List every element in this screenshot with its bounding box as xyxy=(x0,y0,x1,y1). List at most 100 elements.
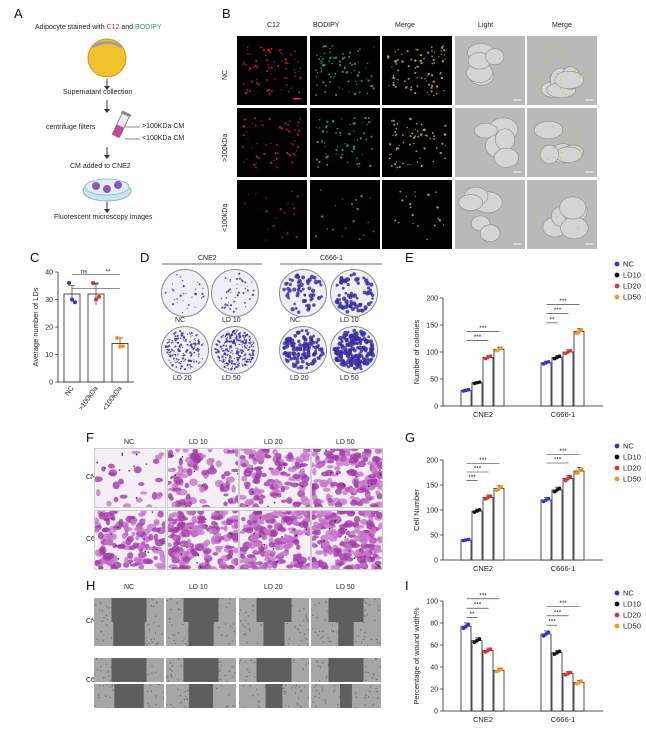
data-point xyxy=(477,508,482,512)
cell-texture xyxy=(179,702,181,704)
lipid-dot xyxy=(293,68,296,71)
stained-cell xyxy=(173,535,178,541)
colony xyxy=(169,356,171,358)
colony xyxy=(362,276,366,280)
stained-cell xyxy=(178,514,186,522)
lipid-dot xyxy=(408,143,411,146)
lipid-dot xyxy=(332,57,335,60)
cell-texture xyxy=(243,598,246,601)
stained-cell xyxy=(197,511,205,516)
stained-cell xyxy=(298,521,308,528)
lipid-dot xyxy=(442,45,444,47)
lipid-dot xyxy=(395,149,398,151)
stained-cell xyxy=(372,553,378,558)
colony xyxy=(171,283,174,285)
colony xyxy=(355,296,359,300)
stained-cell xyxy=(171,512,180,518)
colony xyxy=(244,287,247,290)
lipid-dot xyxy=(406,126,408,129)
lipid-dot xyxy=(250,80,254,83)
lipid-dot xyxy=(259,46,262,49)
stained-cell xyxy=(104,552,114,560)
panel-label-e: E xyxy=(405,250,414,265)
pore xyxy=(170,477,173,479)
colony xyxy=(361,330,366,335)
stained-cell xyxy=(320,520,329,526)
lipid-dot xyxy=(286,152,289,155)
colony xyxy=(198,362,200,365)
colony xyxy=(234,362,237,366)
micro-nc-merge-light xyxy=(527,36,597,105)
cell-texture xyxy=(161,633,163,635)
stained-cell xyxy=(118,478,124,485)
lipid-dot xyxy=(395,127,398,130)
cell-texture xyxy=(258,705,260,708)
legend-marker xyxy=(614,476,620,482)
lipid-dot xyxy=(287,202,289,204)
cell-texture xyxy=(284,693,286,695)
significance-label: ns xyxy=(81,268,89,275)
colony xyxy=(166,345,168,347)
colony xyxy=(366,339,371,344)
cell-texture xyxy=(186,640,189,643)
legend-label: LD10 xyxy=(623,271,641,280)
cell-texture xyxy=(373,703,375,705)
cell-texture xyxy=(378,609,380,612)
lipid-dot xyxy=(343,56,346,59)
lipid-dot xyxy=(334,72,337,75)
y-tick-label: 30 xyxy=(45,297,53,304)
cell-blob xyxy=(554,146,583,163)
lipid-dot xyxy=(292,213,295,216)
cell-texture xyxy=(149,684,151,687)
colony xyxy=(301,299,306,304)
cell-texture xyxy=(308,629,309,631)
cell-texture xyxy=(102,685,105,687)
colony xyxy=(231,360,234,363)
colony xyxy=(198,283,201,286)
cell-texture xyxy=(308,663,309,665)
cell-texture xyxy=(172,634,174,636)
stained-cell xyxy=(293,529,304,536)
stained-cell xyxy=(194,543,205,552)
cell-texture xyxy=(316,661,318,663)
colony xyxy=(193,338,195,341)
colony xyxy=(318,357,321,360)
dish-cne2-nc xyxy=(161,269,209,317)
cell-texture xyxy=(364,704,366,706)
colony xyxy=(349,344,353,348)
stained-cell xyxy=(257,564,268,569)
lipid-dot xyxy=(414,71,417,74)
lipid-dot xyxy=(578,148,581,151)
lipid-dot xyxy=(390,153,393,155)
stained-cell xyxy=(350,449,359,452)
colony xyxy=(174,331,177,334)
cell-texture xyxy=(335,622,338,624)
lipid-dot xyxy=(323,52,326,55)
pore xyxy=(185,546,188,548)
cell-texture xyxy=(107,707,109,708)
colony xyxy=(235,278,238,281)
bar xyxy=(460,539,472,561)
colony xyxy=(340,350,344,354)
colony xyxy=(358,352,362,356)
colony xyxy=(173,353,175,355)
colony xyxy=(364,361,370,366)
pore xyxy=(246,504,248,507)
colony xyxy=(176,362,178,364)
stained-cell xyxy=(95,476,103,483)
cell-texture xyxy=(181,701,183,703)
cell-texture xyxy=(246,675,248,678)
transwell-col-nc: NC xyxy=(124,439,135,446)
stained-cell xyxy=(263,544,268,550)
lipid-dot xyxy=(320,215,324,218)
cell-texture xyxy=(324,619,327,621)
lipid-dot xyxy=(432,160,435,163)
lipid-dot xyxy=(353,62,357,65)
colony xyxy=(230,359,232,362)
stained-cell xyxy=(253,466,262,471)
colony xyxy=(229,278,232,281)
workflow-step-microscopy: Fluorescent microscopy images xyxy=(54,214,153,221)
wound-cne2-nc-24h xyxy=(94,622,164,646)
colony xyxy=(320,351,325,356)
